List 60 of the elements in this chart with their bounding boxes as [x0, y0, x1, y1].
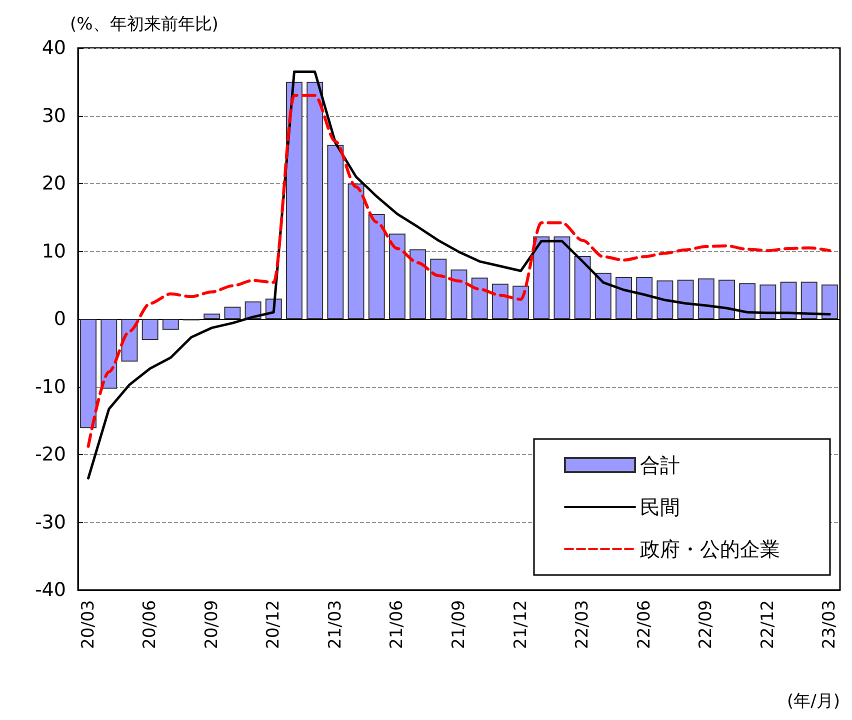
bar [574, 256, 591, 319]
bar [471, 278, 488, 319]
bar [780, 282, 797, 319]
bar [821, 284, 838, 319]
bar [100, 319, 118, 389]
x-tick-label: 20/06 [140, 600, 160, 649]
bar [636, 276, 653, 319]
x-tick-label: 20/12 [264, 600, 284, 649]
legend-label: 合計 [640, 453, 680, 477]
bar [533, 236, 550, 319]
bar [410, 249, 426, 319]
bar [760, 284, 776, 319]
y-axis-title: (%、年初来前年比) [70, 14, 218, 34]
bar [698, 278, 714, 319]
bar [348, 184, 364, 319]
y-tick-label: 10 [42, 240, 66, 262]
bar [142, 319, 158, 340]
x-tick-label: 20/03 [78, 600, 98, 649]
bar [492, 284, 508, 319]
bar [656, 280, 674, 319]
bar [430, 258, 447, 319]
bar [306, 82, 324, 319]
bar [450, 270, 468, 319]
legend-label: 民間 [640, 495, 680, 519]
bar [80, 319, 97, 428]
y-tick-label: -40 [34, 579, 66, 601]
x-tick-label: 21/12 [510, 600, 531, 649]
bar [512, 286, 530, 319]
bar [718, 280, 735, 319]
y-tick-label: -10 [34, 376, 66, 398]
y-tick-label: 30 [42, 104, 66, 127]
x-tick-label: 21/03 [325, 600, 346, 649]
bar [286, 82, 302, 319]
y-tick-label: 0 [54, 308, 66, 330]
y-tick-label: 20 [42, 172, 66, 194]
x-tick-label: 20/09 [202, 600, 222, 649]
y-tick-label: -20 [34, 444, 66, 466]
bar [594, 272, 612, 319]
bar [388, 234, 406, 319]
legend-label: 政府・公的企業 [640, 537, 780, 561]
bar [162, 319, 179, 330]
y-tick-label: -30 [34, 511, 66, 534]
x-tick-label: 22/06 [634, 600, 654, 649]
bar [224, 306, 241, 319]
x-axis-title: (年/月) [787, 692, 840, 712]
x-tick-label: 22/09 [696, 600, 716, 649]
bar [677, 280, 694, 319]
bar [327, 144, 344, 319]
y-tick-label: 40 [42, 37, 66, 59]
bar [800, 282, 818, 319]
bar [368, 214, 385, 319]
x-tick-label: 21/09 [449, 600, 469, 649]
bar [616, 276, 632, 319]
bar [204, 314, 220, 319]
x-tick-label: 23/03 [820, 600, 840, 649]
x-tick-label: 22/12 [758, 600, 778, 649]
bar [554, 236, 570, 319]
x-tick-label: 22/03 [572, 600, 593, 649]
bar [739, 283, 756, 319]
x-tick-label: 21/06 [387, 600, 408, 649]
